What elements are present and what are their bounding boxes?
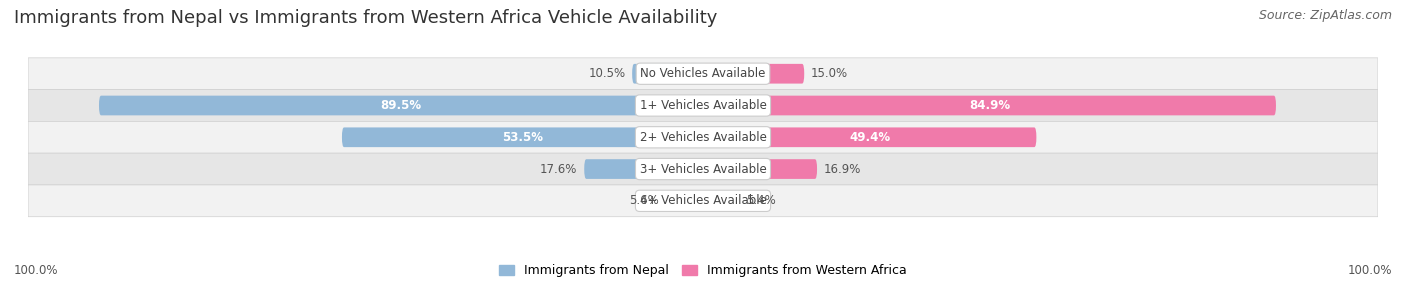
FancyBboxPatch shape [98, 96, 703, 115]
FancyBboxPatch shape [342, 128, 703, 147]
Text: No Vehicles Available: No Vehicles Available [640, 67, 766, 80]
FancyBboxPatch shape [665, 191, 703, 211]
FancyBboxPatch shape [28, 58, 1378, 90]
Text: 17.6%: 17.6% [540, 162, 578, 176]
Text: 1+ Vehicles Available: 1+ Vehicles Available [640, 99, 766, 112]
Text: 15.0%: 15.0% [811, 67, 848, 80]
Text: Source: ZipAtlas.com: Source: ZipAtlas.com [1258, 9, 1392, 21]
Text: 53.5%: 53.5% [502, 131, 543, 144]
Text: 5.6%: 5.6% [628, 194, 658, 207]
FancyBboxPatch shape [585, 159, 703, 179]
FancyBboxPatch shape [703, 191, 740, 211]
Legend: Immigrants from Nepal, Immigrants from Western Africa: Immigrants from Nepal, Immigrants from W… [495, 259, 911, 282]
FancyBboxPatch shape [28, 185, 1378, 217]
Text: Immigrants from Nepal vs Immigrants from Western Africa Vehicle Availability: Immigrants from Nepal vs Immigrants from… [14, 9, 717, 27]
Text: 89.5%: 89.5% [381, 99, 422, 112]
FancyBboxPatch shape [703, 64, 804, 84]
Text: 84.9%: 84.9% [969, 99, 1010, 112]
Text: 100.0%: 100.0% [1347, 265, 1392, 277]
FancyBboxPatch shape [28, 90, 1378, 121]
FancyBboxPatch shape [703, 96, 1277, 115]
FancyBboxPatch shape [28, 153, 1378, 185]
FancyBboxPatch shape [633, 64, 703, 84]
Text: 10.5%: 10.5% [588, 67, 626, 80]
FancyBboxPatch shape [28, 121, 1378, 153]
Text: 100.0%: 100.0% [14, 265, 59, 277]
Text: 49.4%: 49.4% [849, 131, 890, 144]
Text: 3+ Vehicles Available: 3+ Vehicles Available [640, 162, 766, 176]
Text: 4+ Vehicles Available: 4+ Vehicles Available [640, 194, 766, 207]
FancyBboxPatch shape [703, 159, 817, 179]
Text: 2+ Vehicles Available: 2+ Vehicles Available [640, 131, 766, 144]
Text: 16.9%: 16.9% [824, 162, 862, 176]
FancyBboxPatch shape [703, 128, 1036, 147]
Text: 5.4%: 5.4% [747, 194, 776, 207]
